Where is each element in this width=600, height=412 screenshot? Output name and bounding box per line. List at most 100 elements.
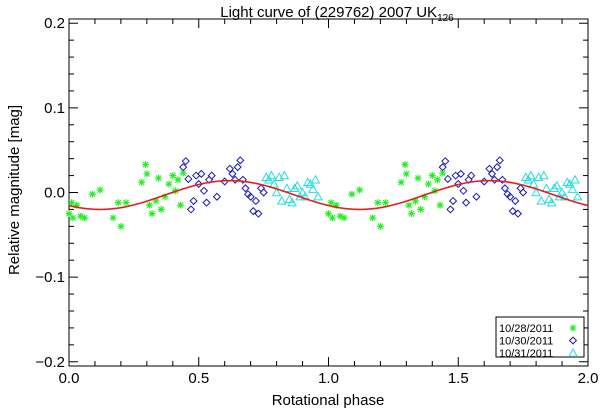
data-point-asterisk	[77, 212, 85, 220]
data-point-triangle	[567, 184, 578, 193]
data-point-diamond	[500, 184, 510, 193]
data-point-asterisk	[69, 214, 77, 222]
data-point-diamond	[443, 174, 452, 184]
data-point-triangle	[570, 174, 580, 184]
data-point-asterisk	[356, 186, 364, 194]
data-point-diamond	[493, 163, 502, 172]
data-point-asterisk	[332, 201, 340, 209]
chart-title-main: Light curve of (229762) 2007 UK	[220, 4, 437, 21]
legend-box	[495, 316, 585, 358]
data-point-asterisk	[327, 199, 335, 207]
plot-frame	[68, 18, 589, 367]
data-point-diamond	[441, 157, 450, 166]
data-point-diamond	[197, 169, 206, 178]
data-point-asterisk	[179, 169, 187, 177]
data-point-triangle	[557, 187, 567, 197]
data-point-asterisk	[348, 190, 356, 198]
x-tick-label: 0.5	[188, 370, 209, 387]
data-point-triangle	[523, 174, 534, 184]
legend-marker-asterisk	[569, 324, 577, 332]
data-point-triangle	[564, 179, 575, 188]
series-asterisk	[65, 161, 447, 230]
data-point-triangle	[282, 183, 292, 192]
data-point-asterisk	[81, 214, 89, 222]
data-point-diamond	[498, 175, 507, 184]
data-point-triangle	[546, 197, 557, 207]
data-point-diamond	[184, 174, 193, 184]
data-point-diamond	[241, 184, 250, 193]
data-point-asterisk	[336, 212, 344, 220]
data-point-diamond	[251, 196, 260, 206]
series-triangle	[261, 170, 583, 207]
data-point-diamond	[467, 171, 476, 180]
data-point-diamond	[454, 179, 463, 189]
data-point-diamond	[228, 169, 237, 178]
data-point-triangle	[271, 187, 282, 197]
data-point-triangle	[305, 179, 316, 188]
data-point-asterisk	[157, 205, 165, 213]
data-point-diamond	[230, 175, 240, 184]
data-point-asterisk	[369, 214, 377, 222]
data-point-asterisk	[408, 210, 416, 218]
data-point-asterisk	[142, 161, 150, 169]
data-point-asterisk	[417, 205, 425, 213]
data-point-diamond	[438, 163, 447, 172]
data-point-diamond	[495, 156, 504, 165]
model-fit-curve	[68, 179, 589, 211]
data-point-diamond	[189, 196, 198, 206]
data-point-diamond	[472, 192, 481, 201]
data-point-triangle	[276, 195, 287, 205]
data-point-asterisk	[65, 210, 73, 218]
data-point-triangle	[263, 174, 274, 184]
data-point-asterisk	[328, 214, 336, 222]
data-point-asterisk	[414, 174, 422, 182]
data-point-triangle	[526, 170, 536, 180]
data-point-diamond	[487, 169, 497, 178]
data-point-triangle	[289, 183, 300, 192]
data-point-asterisk	[73, 201, 81, 209]
series-diamond	[179, 156, 528, 218]
data-point-triangle	[279, 170, 290, 180]
data-point-diamond	[485, 164, 494, 173]
data-point-asterisk	[397, 178, 405, 186]
legend-label: 10/30/2011	[499, 336, 553, 348]
data-point-triangle	[531, 187, 541, 197]
data-point-diamond	[446, 205, 455, 214]
data-point-asterisk	[401, 161, 409, 169]
data-point-diamond	[179, 163, 188, 172]
data-point-asterisk	[405, 201, 413, 209]
data-point-triangle	[541, 183, 552, 192]
data-point-diamond	[199, 186, 209, 195]
data-point-asterisk	[68, 199, 76, 207]
data-point-asterisk	[376, 222, 384, 230]
data-point-asterisk	[143, 170, 151, 178]
data-point-asterisk	[109, 214, 117, 222]
data-point-diamond	[194, 179, 203, 189]
data-point-asterisk	[421, 193, 429, 201]
data-point-triangle	[292, 180, 303, 190]
y-tick-label: 0.1	[44, 100, 65, 117]
y-tick-label: −0.1	[35, 269, 65, 286]
data-point-triangle	[310, 174, 321, 184]
data-point-triangle	[549, 183, 560, 192]
legend-label: 10/31/2011	[499, 348, 553, 360]
data-point-diamond	[490, 175, 499, 184]
x-axis-label: Rotational phase	[272, 392, 385, 409]
data-point-asterisk	[340, 214, 348, 222]
data-point-asterisk	[177, 201, 185, 209]
data-point-triangle	[269, 179, 279, 188]
data-point-diamond	[236, 156, 245, 165]
data-point-asterisk	[152, 197, 160, 205]
data-point-diamond	[186, 205, 196, 214]
data-point-triangle	[539, 170, 549, 180]
data-point-asterisk	[96, 186, 104, 194]
y-axis-label: Relative magnitude [mag]	[6, 105, 23, 275]
data-point-diamond	[508, 207, 517, 216]
data-point-diamond	[238, 175, 247, 184]
data-point-asterisk	[428, 172, 436, 180]
data-point-asterisk	[155, 174, 163, 182]
y-tick-label: 0.2	[44, 15, 65, 32]
data-point-asterisk	[411, 197, 419, 205]
data-point-diamond	[254, 209, 263, 218]
